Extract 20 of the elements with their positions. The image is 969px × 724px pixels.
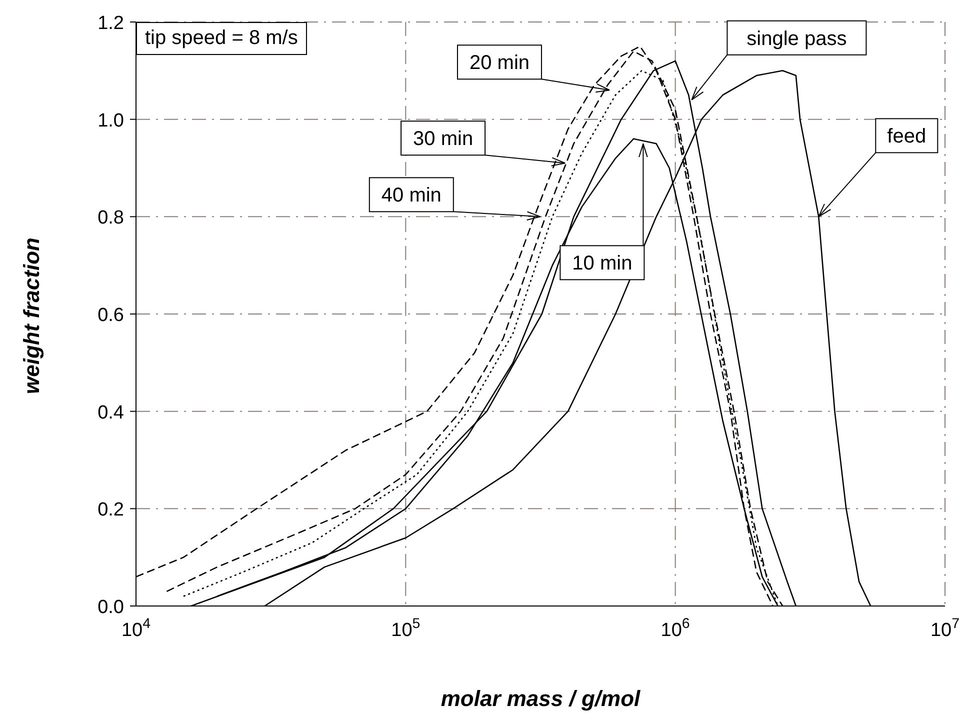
y-tick-label: 0.2 (98, 500, 124, 521)
x-tick-label: 10$^{7}$ (930, 616, 960, 641)
x-tick-label: 10$^{6}$ (660, 616, 690, 641)
y-tick-label: 1.0 (98, 110, 124, 132)
annotation: 30 min (413, 128, 474, 150)
x-axis-title: molar mass / g/mol (440, 686, 642, 711)
y-tick-label: 0.6 (98, 305, 124, 326)
annotation: 10 min (572, 252, 632, 275)
y-tick-label: 0.0 (98, 597, 124, 618)
annotation: 40 min (381, 184, 442, 207)
annotation: feed (887, 126, 926, 148)
annotation: single pass (746, 28, 847, 50)
x-tick-label: 10$^{4}$ (121, 616, 151, 641)
y-tick-label: 0.8 (98, 208, 124, 229)
annotation: 20 min (469, 52, 530, 74)
y-tick-label: 1.2 (98, 13, 124, 34)
x-tick-label: 10$^{5}$ (391, 616, 420, 641)
annotation: tip speed = 8 m/s (136, 22, 307, 55)
y-axis-title: weight fraction (18, 238, 44, 394)
y-tick-label: 0.4 (98, 402, 124, 424)
